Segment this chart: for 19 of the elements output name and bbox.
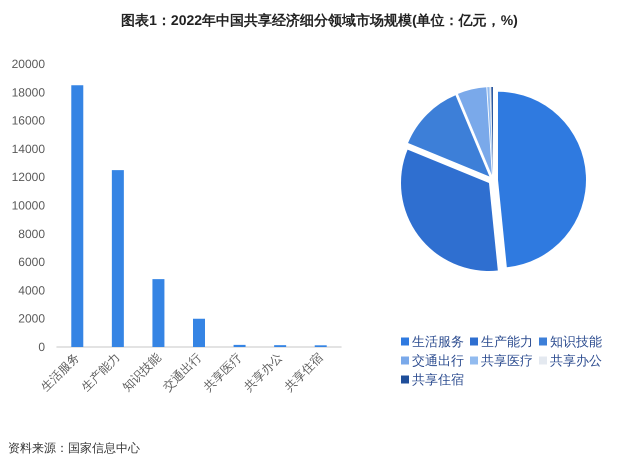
y-tick-label: 16000	[12, 114, 46, 128]
bar	[193, 318, 205, 347]
chart-title: 图表1：2022年中国共享经济细分领域市场规模(单位：亿元，%)	[120, 12, 519, 30]
y-tick-label: 4000	[18, 283, 46, 298]
bar	[112, 170, 124, 347]
legend-label: 生产能力	[481, 334, 533, 349]
y-tick-label: 10000	[12, 198, 46, 212]
y-tick-label: 6000	[18, 255, 46, 270]
y-tick-label: 14000	[12, 142, 46, 156]
bar	[152, 279, 164, 347]
y-tick-label: 12000	[12, 170, 46, 184]
bar	[71, 85, 84, 347]
y-tick-label: 18000	[12, 85, 46, 100]
y-tick-label: 8000	[18, 226, 46, 241]
y-tick-label: 2000	[18, 312, 46, 326]
y-tick-label: 20000	[12, 57, 46, 71]
legend-label: 生活服务	[412, 334, 464, 349]
legend-label: 知识技能	[550, 334, 602, 349]
text: 资料来源：国家信息中心	[8, 440, 140, 457]
